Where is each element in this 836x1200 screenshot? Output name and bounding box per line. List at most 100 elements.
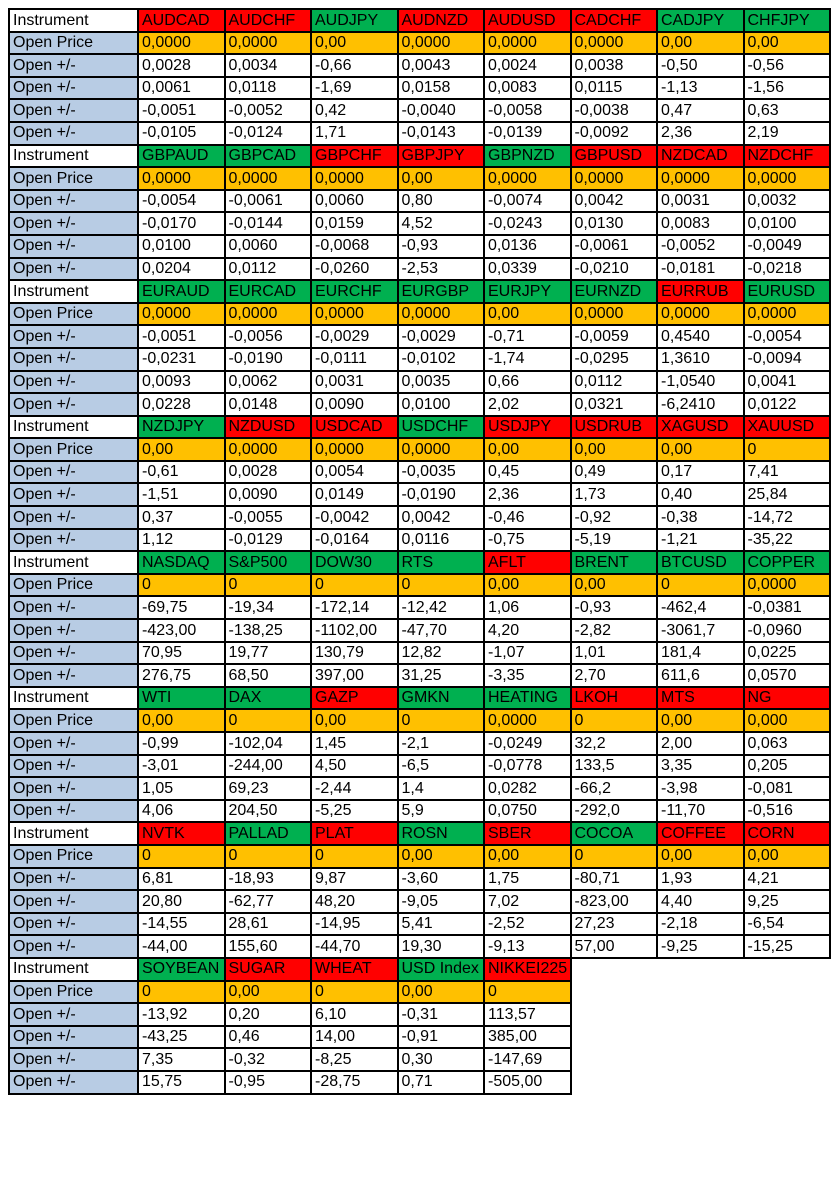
row-label-instrument-cell[interactable]: Instrument xyxy=(8,550,139,575)
open-delta-cell[interactable]: 0,0062 xyxy=(223,369,312,395)
row-label-open-delta-cell[interactable]: Open +/- xyxy=(8,1069,139,1095)
instrument-header-cell[interactable]: COFFEE xyxy=(656,821,745,846)
open-delta-cell[interactable]: -69,75 xyxy=(137,595,226,621)
open-delta-cell[interactable]: -0,0092 xyxy=(569,120,658,146)
open-delta-cell[interactable]: 7,41 xyxy=(742,459,831,485)
open-price-cell[interactable]: 0,00 xyxy=(396,166,485,191)
open-delta-cell[interactable]: -0,0181 xyxy=(656,256,745,282)
open-delta-cell[interactable]: 0,0083 xyxy=(656,211,745,236)
open-delta-cell[interactable]: 0,0061 xyxy=(137,75,226,101)
open-delta-cell[interactable]: 31,25 xyxy=(396,663,485,688)
open-delta-cell[interactable]: -0,0143 xyxy=(396,120,485,146)
row-label-open-delta-cell[interactable]: Open +/- xyxy=(8,640,139,666)
open-price-cell[interactable]: 0 xyxy=(137,572,226,598)
instrument-header-cell[interactable]: AUDUSD xyxy=(483,8,572,33)
instrument-header-cell[interactable]: XAUUSD xyxy=(742,414,831,440)
open-delta-cell[interactable]: -2,18 xyxy=(656,911,745,937)
open-price-cell[interactable]: 0,0000 xyxy=(223,437,312,462)
open-delta-cell[interactable]: -1102,00 xyxy=(310,618,399,643)
open-delta-cell[interactable]: 1,12 xyxy=(137,527,226,553)
open-delta-cell[interactable]: -0,56 xyxy=(742,53,831,78)
row-label-open-delta-cell[interactable]: Open +/- xyxy=(8,1002,139,1027)
row-label-open-delta-cell[interactable]: Open +/- xyxy=(8,753,139,779)
open-delta-cell[interactable]: 130,79 xyxy=(310,640,399,666)
open-price-cell[interactable]: 0,00 xyxy=(656,708,745,733)
open-delta-cell[interactable]: -19,34 xyxy=(223,595,312,621)
row-label-open-delta-cell[interactable]: Open +/- xyxy=(8,346,139,372)
row-label-open-price-cell[interactable]: Open Price xyxy=(8,166,139,191)
open-delta-cell[interactable]: -44,70 xyxy=(310,934,399,959)
open-delta-cell[interactable]: 1,01 xyxy=(569,640,658,666)
open-delta-cell[interactable]: -0,0052 xyxy=(656,233,745,259)
instrument-header-cell[interactable]: COPPER xyxy=(742,550,831,575)
instrument-header-cell[interactable]: BRENT xyxy=(569,550,658,575)
open-delta-cell[interactable]: 2,00 xyxy=(656,731,745,756)
open-delta-cell[interactable]: 4,52 xyxy=(396,211,485,236)
open-price-cell[interactable]: 0,00 xyxy=(483,301,572,327)
open-delta-cell[interactable]: -244,00 xyxy=(223,753,312,779)
open-delta-cell[interactable]: 1,73 xyxy=(569,482,658,508)
row-label-open-delta-cell[interactable]: Open +/- xyxy=(8,1047,139,1072)
instrument-header-cell[interactable]: EURGBP xyxy=(396,279,485,304)
open-delta-cell[interactable]: 0,0041 xyxy=(742,369,831,395)
open-delta-cell[interactable]: -0,0295 xyxy=(569,346,658,372)
row-label-open-delta-cell[interactable]: Open +/- xyxy=(8,233,139,259)
open-price-cell[interactable]: 0,00 xyxy=(656,437,745,462)
open-delta-cell[interactable]: -0,0051 xyxy=(137,98,226,123)
open-delta-cell[interactable]: -0,0231 xyxy=(137,346,226,372)
open-price-cell[interactable]: 0,00 xyxy=(310,708,399,733)
open-delta-cell[interactable]: -0,0218 xyxy=(742,256,831,282)
row-label-open-price-cell[interactable]: Open Price xyxy=(8,979,139,1005)
instrument-header-cell[interactable]: BTCUSD xyxy=(656,550,745,575)
open-delta-cell[interactable]: -0,0059 xyxy=(569,324,658,349)
open-delta-cell[interactable]: -1,0540 xyxy=(656,369,745,395)
row-label-open-delta-cell[interactable]: Open +/- xyxy=(8,866,139,892)
instrument-header-cell[interactable]: USDJPY xyxy=(483,414,572,440)
open-delta-cell[interactable]: 0,0042 xyxy=(396,505,485,530)
open-delta-cell[interactable]: -9,13 xyxy=(483,934,572,959)
open-price-cell[interactable]: 0,0000 xyxy=(396,301,485,327)
open-price-cell[interactable]: 0,0000 xyxy=(137,301,226,327)
open-delta-cell[interactable]: 0,80 xyxy=(396,188,485,214)
open-delta-cell[interactable]: -2,53 xyxy=(396,256,485,282)
open-delta-cell[interactable]: -0,0054 xyxy=(137,188,226,214)
open-delta-cell[interactable]: 0,0116 xyxy=(396,527,485,553)
open-delta-cell[interactable]: -9,25 xyxy=(656,934,745,959)
open-delta-cell[interactable]: -0,0164 xyxy=(310,527,399,553)
open-delta-cell[interactable]: -47,70 xyxy=(396,618,485,643)
open-delta-cell[interactable]: 0,0031 xyxy=(310,369,399,395)
open-delta-cell[interactable]: -2,1 xyxy=(396,731,485,756)
row-label-open-delta-cell[interactable]: Open +/- xyxy=(8,256,139,282)
open-delta-cell[interactable]: 68,50 xyxy=(223,663,312,688)
instrument-header-cell[interactable]: CORN xyxy=(742,821,831,846)
open-delta-cell[interactable]: 32,2 xyxy=(569,731,658,756)
open-delta-cell[interactable]: 0,0115 xyxy=(569,75,658,101)
open-price-cell[interactable]: 0 xyxy=(569,708,658,733)
instrument-header-cell[interactable]: WTI xyxy=(137,685,226,711)
instrument-header-cell[interactable]: GBPUSD xyxy=(569,143,658,169)
instrument-header-cell[interactable]: RTS xyxy=(396,550,485,575)
open-delta-cell[interactable]: 0,0060 xyxy=(310,188,399,214)
open-delta-cell[interactable]: -423,00 xyxy=(137,618,226,643)
open-price-cell[interactable]: 0,0000 xyxy=(223,166,312,191)
open-delta-cell[interactable]: 0,0028 xyxy=(137,53,226,78)
open-price-cell[interactable]: 0,00 xyxy=(656,30,745,56)
open-price-cell[interactable]: 0 xyxy=(569,843,658,869)
open-delta-cell[interactable]: -15,25 xyxy=(742,934,831,959)
open-delta-cell[interactable]: -0,0061 xyxy=(223,188,312,214)
open-delta-cell[interactable]: 3,35 xyxy=(656,753,745,779)
open-delta-cell[interactable]: -0,0029 xyxy=(310,324,399,349)
open-price-cell[interactable]: 0,00 xyxy=(483,572,572,598)
instrument-header-cell[interactable]: AUDJPY xyxy=(310,8,399,33)
open-delta-cell[interactable]: -44,00 xyxy=(137,934,226,959)
instrument-header-cell[interactable]: GBPCHF xyxy=(310,143,399,169)
open-price-cell[interactable]: 0,00 xyxy=(742,30,831,56)
open-delta-cell[interactable]: 1,45 xyxy=(310,731,399,756)
instrument-header-cell[interactable]: PALLAD xyxy=(223,821,312,846)
instrument-header-cell[interactable]: AUDCAD xyxy=(137,8,226,33)
open-delta-cell[interactable]: -3,35 xyxy=(483,663,572,688)
open-delta-cell[interactable]: -9,05 xyxy=(396,889,485,914)
open-delta-cell[interactable]: 0,0028 xyxy=(223,459,312,485)
instrument-header-cell[interactable]: EURRUB xyxy=(656,279,745,304)
open-delta-cell[interactable]: -147,69 xyxy=(483,1047,572,1072)
